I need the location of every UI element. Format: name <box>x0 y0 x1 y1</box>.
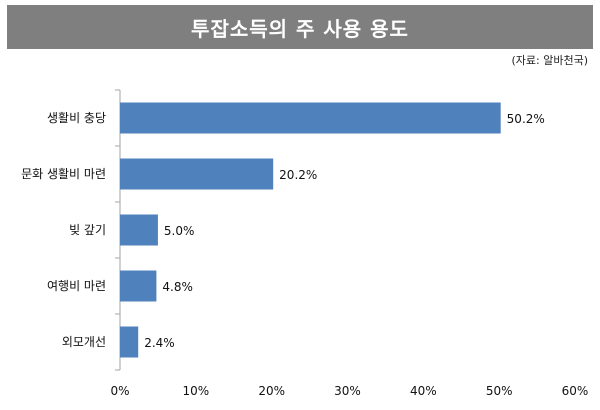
x-tick-label: 20% <box>258 384 285 398</box>
bar <box>120 158 274 190</box>
chart-title: 투잡소득의 주 사용 용도 <box>191 16 409 41</box>
category-label: 생활비 충당 <box>47 111 106 125</box>
data-label: 50.2% <box>507 112 545 126</box>
source-note: (자료: 알바천국) <box>511 54 588 67</box>
category-label: 외모개선 <box>62 335 106 349</box>
data-label: 4.8% <box>162 280 193 294</box>
x-tick-label: 0% <box>110 384 129 398</box>
category-label: 여행비 마련 <box>47 278 106 293</box>
x-tick-label: 60% <box>562 384 589 398</box>
x-tick-label: 50% <box>486 384 513 398</box>
title-bar: 투잡소득의 주 사용 용도 <box>7 5 593 49</box>
data-label: 2.4% <box>144 336 175 350</box>
bar <box>120 326 139 358</box>
category-label: 빚 갚기 <box>69 223 106 237</box>
x-tick-label: 10% <box>182 384 209 398</box>
bar <box>120 214 158 246</box>
x-tick-label: 40% <box>410 384 437 398</box>
data-label: 5.0% <box>164 224 195 238</box>
x-tick-label: 30% <box>334 384 361 398</box>
bar <box>120 102 501 134</box>
category-label: 문화 생활비 마련 <box>21 167 106 181</box>
bar <box>120 270 157 302</box>
data-label: 20.2% <box>279 168 317 182</box>
